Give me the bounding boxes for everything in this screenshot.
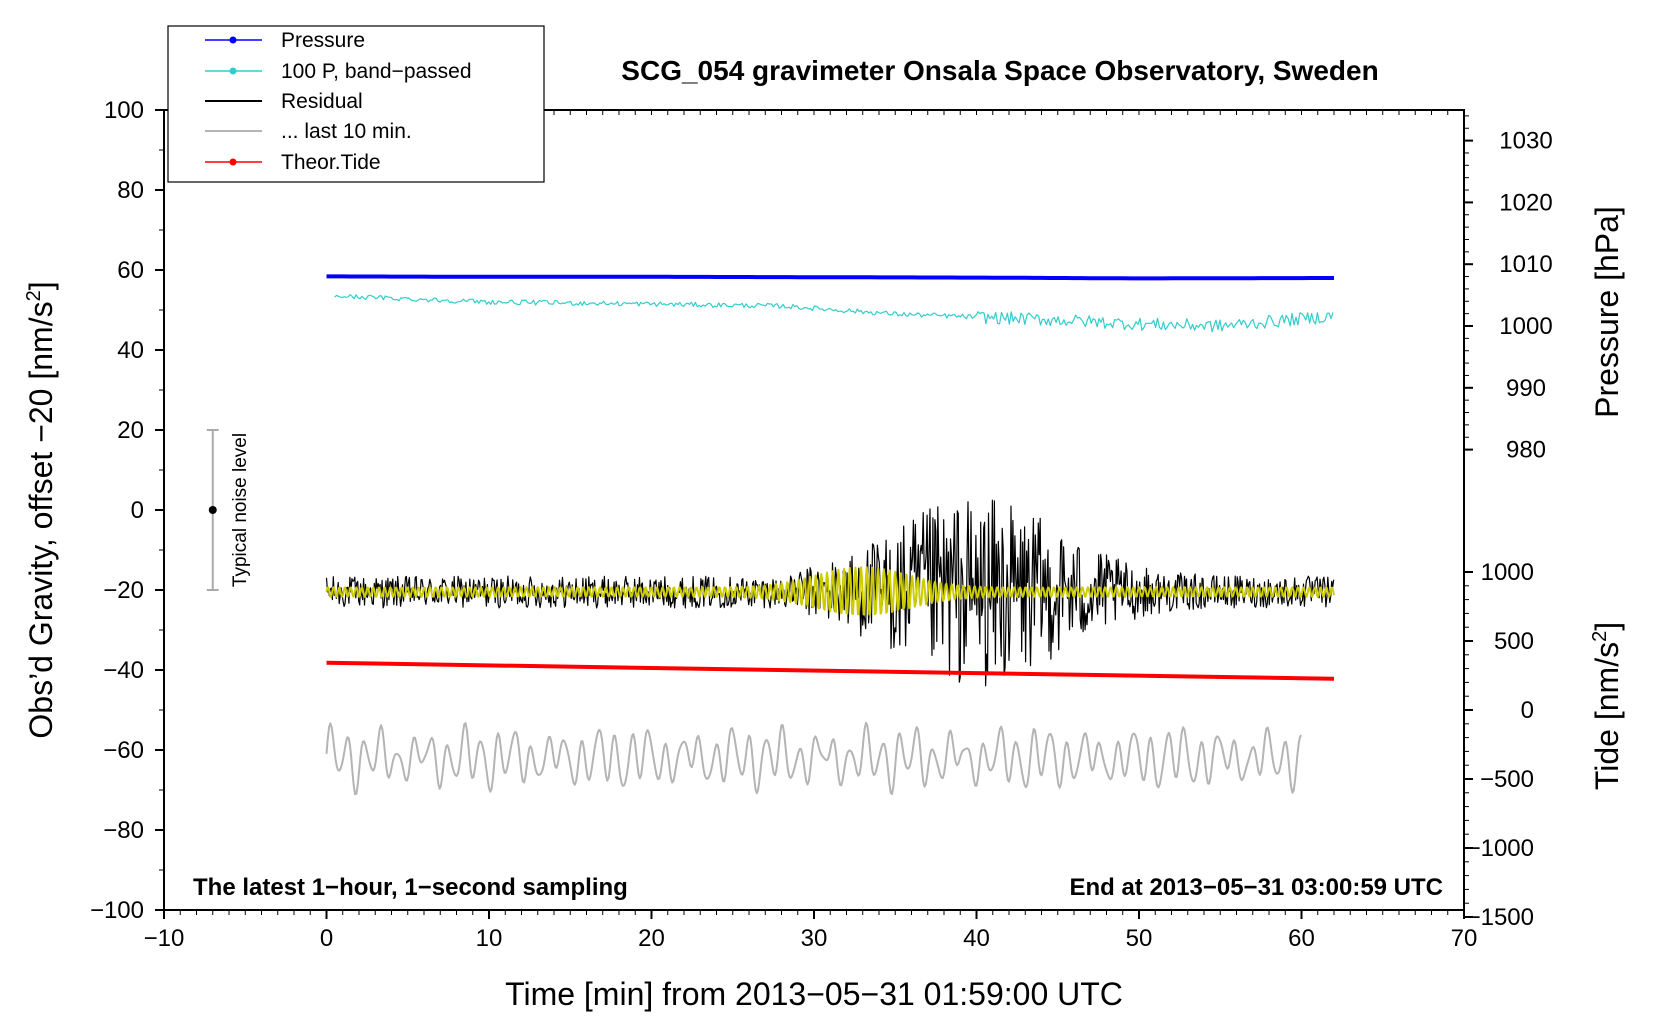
- noise-level-marker: Typical noise level: [206, 429, 251, 591]
- x-tick-label: 50: [1126, 925, 1153, 952]
- tide-tick-label: 1000: [1481, 559, 1534, 586]
- legend-entry-tide: Theor.Tide: [205, 151, 381, 174]
- legend-label-tide: Theor.Tide: [281, 151, 381, 174]
- chart-title: SCG_054 gravimeter Onsala Space Observat…: [621, 55, 1378, 86]
- axis-ticks: −10 0 10 20 30 40 50 60 70−100−80−60−40−20020406…: [90, 97, 1553, 952]
- x-axis-title: Time [min] from 2013−05−31 01:59:00 UTC: [505, 976, 1123, 1012]
- legend-label-residual: Residual: [281, 90, 363, 113]
- series-residual-filtered: [325, 566, 1335, 616]
- y-tick-label: −20: [103, 577, 144, 604]
- y-tick-label: 20: [117, 417, 144, 444]
- plot-frame: [163, 109, 1465, 911]
- y-tick-label: −100: [90, 897, 144, 924]
- pressure-axis-title: Pressure [hPa]: [1589, 206, 1625, 418]
- y-tick-label: 40: [117, 337, 144, 364]
- pressure-tick-label: 1010: [1499, 251, 1552, 278]
- x-tick-label: −10: [144, 925, 185, 952]
- series-layer: [325, 274, 1335, 796]
- y-axis-title: Obs’d Gravity, offset −20 [nm/s2]: [23, 281, 59, 738]
- pressure-tick-label: 990: [1506, 375, 1546, 402]
- x-tick-label: 10: [476, 925, 503, 952]
- y-tick-label: 0: [131, 497, 144, 524]
- tide-axis-title: Tide [nm/s2]: [1589, 622, 1625, 790]
- pressure-tick-label: 1020: [1499, 189, 1552, 216]
- pressure-tick-label: 1030: [1499, 128, 1552, 155]
- y-tick-label: −40: [103, 657, 144, 684]
- x-tick-label: 60: [1288, 925, 1315, 952]
- legend-label-pressure: Pressure: [281, 29, 365, 52]
- x-tick-label: 20: [638, 925, 665, 952]
- legend-entry-bandpassed: 100 P, band−passed: [205, 60, 472, 83]
- x-tick-label: 70: [1451, 925, 1478, 952]
- series-bandpassed-pressure: [334, 293, 1334, 333]
- tide-tick-label: 500: [1494, 628, 1534, 655]
- y-tick-label: −60: [103, 737, 144, 764]
- annotation-sampling: The latest 1−hour, 1−second sampling: [193, 874, 628, 901]
- noise-level-dot: [208, 506, 217, 514]
- pressure-tick-label: 980: [1506, 437, 1546, 464]
- legend-label-bandpassed: 100 P, band−passed: [281, 60, 472, 83]
- y-tick-label: 60: [117, 257, 144, 284]
- series-last-10-min: [325, 721, 1303, 796]
- x-tick-label: 30: [801, 925, 828, 952]
- legend: Pressure 100 P, band−passed Residual ...…: [167, 25, 545, 183]
- annotation-end-time: End at 2013−05−31 03:00:59 UTC: [1069, 874, 1443, 901]
- legend-entry-pressure: Pressure: [205, 29, 365, 52]
- legend-entry-residual: Residual: [205, 90, 363, 113]
- y-tick-label: 100: [104, 97, 144, 124]
- tide-tick-label: −500: [1480, 766, 1534, 793]
- x-tick-label: 0: [320, 925, 333, 952]
- legend-label-last10: ... last 10 min.: [281, 120, 412, 143]
- tide-tick-label: −1000: [1467, 835, 1534, 862]
- y-tick-label: −80: [103, 817, 144, 844]
- series-pressure: [326, 274, 1334, 281]
- y-tick-label: 80: [117, 177, 144, 204]
- legend-box: [167, 25, 545, 183]
- noise-level-label: Typical noise level: [230, 433, 251, 587]
- pressure-tick-label: 1000: [1499, 313, 1552, 340]
- x-tick-label: 40: [963, 925, 990, 952]
- legend-entry-last10: ... last 10 min.: [205, 120, 412, 143]
- series-theor-tide: [326, 660, 1335, 681]
- tide-tick-label: −1500: [1467, 904, 1534, 931]
- tide-tick-label: 0: [1521, 697, 1534, 724]
